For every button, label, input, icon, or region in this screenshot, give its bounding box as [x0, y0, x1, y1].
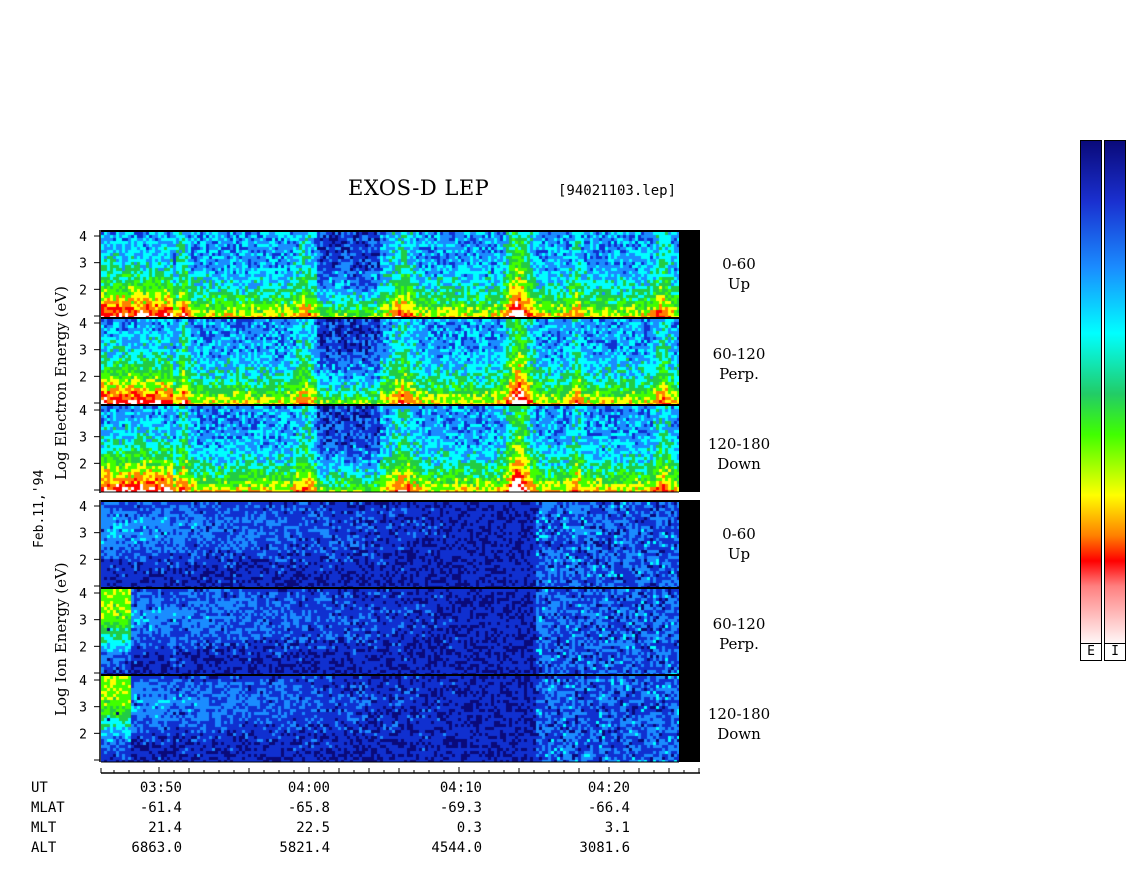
spectrogram-canvas: [101, 676, 679, 762]
chart-title: EXOS-D LEP: [348, 176, 490, 200]
spectrogram-panel: [101, 232, 679, 318]
y-tick-label: 4: [79, 230, 87, 245]
y-tick-label: 3: [79, 344, 87, 359]
spectrogram-panel: [101, 589, 679, 675]
pitch-range: 0-60: [722, 525, 756, 543]
y-tick-label: 3: [79, 431, 87, 446]
row-value: 6863.0: [131, 840, 182, 856]
spectrogram-panel: [101, 676, 679, 762]
y-tick-label: 4: [79, 500, 87, 515]
row-value: -65.8: [287, 800, 330, 816]
electron-colorbar: [1080, 140, 1102, 648]
spectrogram-canvas: [101, 232, 679, 318]
y-tick-label: 3: [79, 614, 87, 629]
pitch-range: 60-120: [712, 345, 766, 363]
row-value: 03:50: [139, 780, 182, 796]
row-value: -66.4: [587, 800, 630, 816]
pitch-angle-label: 60-120 Perp.: [704, 344, 774, 384]
pitch-range: 120-180: [707, 435, 771, 453]
pitch-direction: Perp.: [719, 365, 759, 383]
pitch-angle-label: 120-180 Down: [704, 704, 774, 744]
y-tick-label: 2: [79, 727, 87, 742]
pitch-direction: Up: [727, 275, 751, 293]
ion-colorbar-label: I: [1104, 643, 1126, 661]
ion-data-gap: [679, 500, 700, 762]
row-label: MLT: [31, 820, 57, 836]
pitch-range: 0-60: [722, 255, 756, 273]
row-value: 21.4: [148, 820, 182, 836]
row-value: 4544.0: [431, 840, 482, 856]
spectrogram-canvas: [101, 502, 679, 588]
row-label: ALT: [31, 840, 57, 856]
row-value: 04:10: [439, 780, 482, 796]
pitch-direction: Down: [717, 455, 761, 473]
spectrogram-panel: [101, 406, 679, 492]
y-tick-label: 4: [79, 674, 87, 689]
y-tick-label: 4: [79, 587, 87, 602]
pitch-angle-label: 0-60 Up: [704, 524, 774, 564]
y-tick-label: 4: [79, 317, 87, 332]
pitch-range: 120-180: [707, 705, 771, 723]
pitch-direction: Down: [717, 725, 761, 743]
y-tick-label: 2: [79, 640, 87, 655]
pitch-range: 60-120: [712, 615, 766, 633]
row-value: 22.5: [296, 820, 330, 836]
spectrogram-panel: [101, 502, 679, 588]
row-value: 5821.4: [279, 840, 330, 856]
row-value: -61.4: [139, 800, 182, 816]
row-value: -69.3: [439, 800, 482, 816]
ion-colorbar: [1104, 140, 1126, 648]
y-tick-label: 4: [79, 404, 87, 419]
pitch-angle-label: 0-60 Up: [704, 254, 774, 294]
y-tick-label: 3: [79, 701, 87, 716]
pitch-angle-label: 120-180 Down: [704, 434, 774, 474]
electron-data-gap: [679, 230, 700, 492]
row-label: MLAT: [31, 800, 65, 816]
spectrogram-panel: [101, 319, 679, 405]
y-tick-label: 2: [79, 457, 87, 472]
spectrogram-canvas: [101, 406, 679, 492]
spectrogram-canvas: [101, 589, 679, 675]
row-label: UT: [31, 780, 48, 796]
pitch-direction: Up: [727, 545, 751, 563]
row-value: 04:20: [587, 780, 630, 796]
y-tick-label: 3: [79, 527, 87, 542]
y-tick-label: 2: [79, 370, 87, 385]
pitch-angle-label: 60-120 Perp.: [704, 614, 774, 654]
pitch-direction: Perp.: [719, 635, 759, 653]
y-tick-label: 2: [79, 283, 87, 298]
row-value: 3.1: [604, 820, 630, 836]
row-value: 3081.6: [579, 840, 630, 856]
row-value: 0.3: [456, 820, 482, 836]
y-tick-label: 2: [79, 553, 87, 568]
row-value: 04:00: [287, 780, 330, 796]
file-name: [94021103.lep]: [558, 183, 677, 199]
y-tick-label: 3: [79, 257, 87, 272]
electron-colorbar-label: E: [1080, 643, 1102, 661]
spectrogram-canvas: [101, 319, 679, 405]
